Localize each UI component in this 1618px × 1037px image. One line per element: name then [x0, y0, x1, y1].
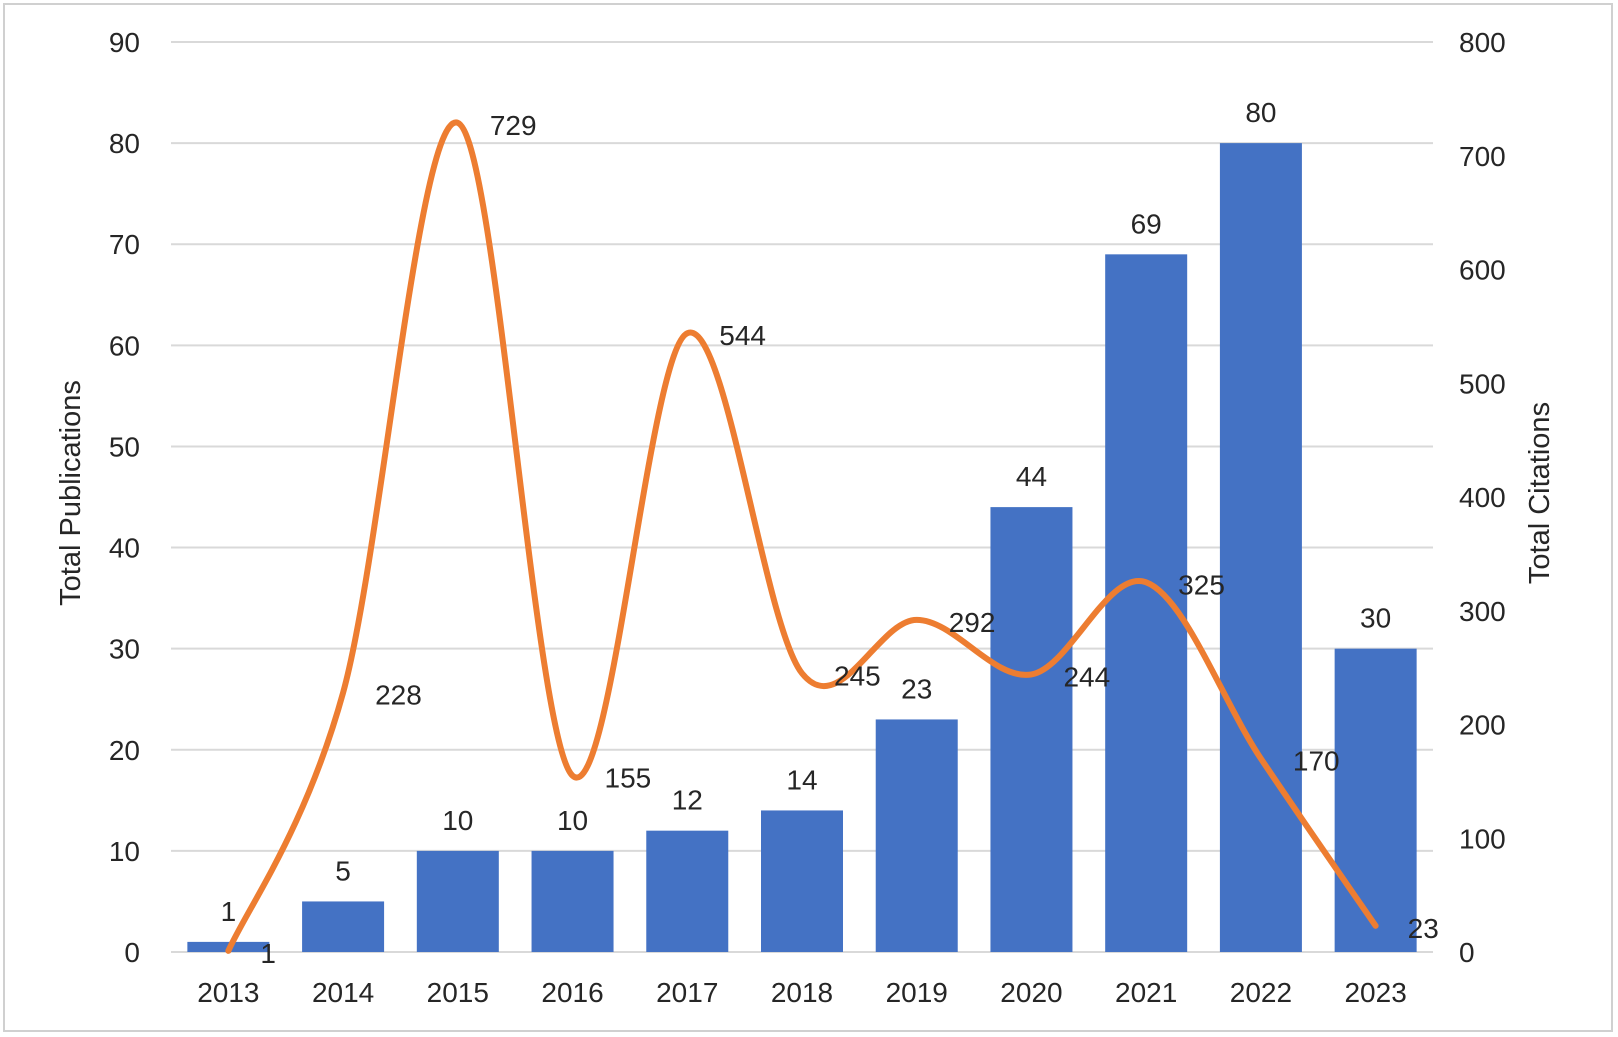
left-tick-label: 20 — [109, 735, 140, 766]
bar-data-label: 14 — [786, 764, 817, 795]
bar-2019 — [875, 719, 958, 952]
citations-line-path — [225, 119, 1379, 954]
publications-bars — [187, 143, 1417, 953]
bar-data-label: 30 — [1360, 603, 1391, 634]
bar-data-label: 12 — [672, 785, 703, 816]
left-tick-label: 90 — [109, 27, 140, 58]
right-tick-label: 800 — [1459, 27, 1506, 58]
line-data-label: 23 — [1408, 913, 1439, 944]
left-tick-label: 70 — [109, 229, 140, 260]
bar-data-label: 10 — [442, 805, 473, 836]
bar-data-label: 23 — [901, 673, 932, 704]
right-axis-ticks: 0 100 200 300 400 500 600 700 800 — [1459, 27, 1506, 968]
bar-data-label: 44 — [1016, 461, 1047, 492]
line-data-label: 544 — [719, 320, 766, 351]
x-tick-label: 2022 — [1230, 977, 1292, 1008]
left-tick-label: 60 — [109, 330, 140, 361]
right-tick-label: 400 — [1459, 482, 1506, 513]
right-tick-label: 700 — [1459, 141, 1506, 172]
left-axis-ticks: 0 10 20 30 40 50 60 70 80 90 — [109, 27, 140, 968]
right-tick-label: 200 — [1459, 710, 1506, 741]
left-tick-label: 80 — [109, 128, 140, 159]
line-data-label: 245 — [834, 660, 881, 691]
line-data-label: 325 — [1178, 569, 1225, 600]
x-tick-label: 2016 — [541, 977, 603, 1008]
bar-data-label: 1 — [221, 896, 237, 927]
x-tick-label: 2019 — [886, 977, 948, 1008]
y-axis-title: Total Publications — [55, 380, 87, 606]
bar-2015 — [416, 850, 499, 952]
x-tick-label: 2013 — [197, 977, 259, 1008]
line-data-label: 292 — [949, 607, 996, 638]
x-tick-label: 2017 — [656, 977, 718, 1008]
bar-2020 — [990, 507, 1073, 952]
right-tick-label: 300 — [1459, 596, 1506, 627]
line-data-label: 1 — [260, 938, 276, 969]
left-tick-label: 0 — [124, 937, 140, 968]
bar-data-label: 5 — [335, 855, 351, 886]
bar-2022 — [1219, 143, 1302, 953]
bar-2017 — [646, 830, 729, 952]
left-tick-label: 40 — [109, 533, 140, 564]
right-tick-label: 100 — [1459, 823, 1506, 854]
x-axis-ticks: 2013 2014 2015 2016 2017 2018 2019 2020 2021 2022… — [197, 977, 1407, 1008]
x-tick-label: 2023 — [1344, 977, 1406, 1008]
bar-data-label: 10 — [557, 805, 588, 836]
line-data-label: 729 — [490, 110, 537, 141]
left-tick-label: 10 — [109, 836, 140, 867]
bar-2016 — [531, 850, 614, 952]
x-tick-label: 2015 — [427, 977, 489, 1008]
right-tick-label: 500 — [1459, 368, 1506, 399]
line-data-label: 228 — [375, 680, 422, 711]
citations-line — [225, 119, 1379, 954]
bar-2014 — [302, 901, 385, 952]
line-data-label: 155 — [605, 763, 652, 794]
left-tick-label: 50 — [109, 431, 140, 462]
right-tick-label: 0 — [1459, 937, 1475, 968]
x-tick-label: 2020 — [1000, 977, 1062, 1008]
bar-2018 — [761, 810, 843, 952]
line-data-label: 170 — [1293, 746, 1340, 777]
x-tick-label: 2018 — [771, 977, 833, 1008]
right-tick-label: 600 — [1459, 255, 1506, 286]
bar-2023 — [1334, 648, 1417, 952]
bar-data-label: 69 — [1131, 208, 1162, 239]
line-data-label: 244 — [1063, 661, 1110, 692]
x-tick-label: 2021 — [1115, 977, 1177, 1008]
x-tick-label: 2014 — [312, 977, 374, 1008]
bar-data-label: 80 — [1245, 97, 1276, 128]
left-tick-label: 30 — [109, 634, 140, 665]
publications-data-labels: 1 5 10 10 12 14 23 44 69 80 30 — [221, 97, 1392, 927]
y2-axis-title: Total Citations — [1524, 402, 1556, 584]
